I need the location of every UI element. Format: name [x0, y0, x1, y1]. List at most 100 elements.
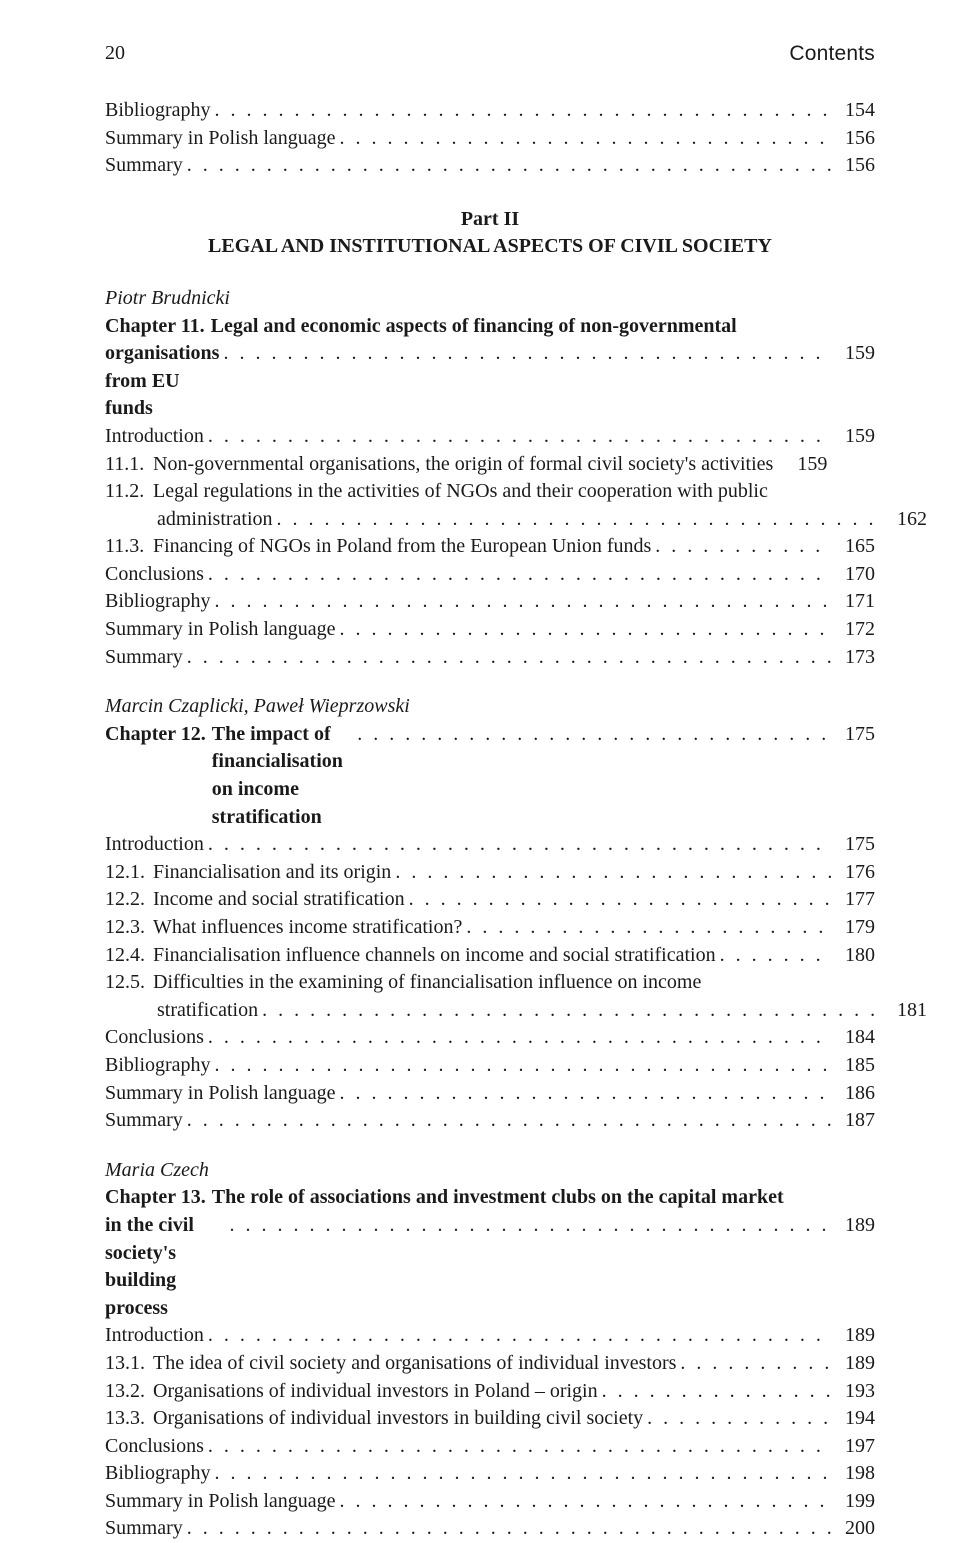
toc-entry: Bibliography 171: [105, 588, 875, 616]
toc-page: 198: [831, 1460, 875, 1488]
toc-entry: Bibliography 154: [105, 97, 875, 125]
leader-dots: [336, 1488, 831, 1516]
toc-subnum: 12.2.: [105, 886, 153, 914]
toc-page: 180: [831, 942, 875, 970]
leader-dots: [651, 533, 831, 561]
toc-page: 170: [831, 561, 875, 589]
leader-dots: [405, 886, 831, 914]
toc-page: 185: [831, 1052, 875, 1080]
toc-entry: Conclusions 197: [105, 1433, 875, 1461]
chapter-number: Chapter 12.: [105, 721, 206, 749]
toc-page: 197: [831, 1433, 875, 1461]
toc-page: 189: [831, 1350, 875, 1378]
toc-page: 181: [883, 997, 927, 1025]
toc-subnum: 12.5.: [105, 969, 153, 997]
leader-dots: [676, 1350, 831, 1378]
leader-dots: [258, 997, 883, 1025]
toc-label: Summary in Polish language: [105, 1488, 336, 1516]
toc-label: Summary: [105, 1107, 183, 1135]
toc-sub-entry: 13.2. Organisations of individual invest…: [105, 1378, 875, 1406]
chapter-title-line2-row: in the civil society's building process …: [105, 1212, 875, 1322]
toc-page: 176: [831, 859, 875, 887]
toc-label: Conclusions: [105, 1024, 204, 1052]
toc-sub-entry: 12.1. Financialisation and its origin 17…: [105, 859, 875, 887]
toc-label: Summary: [105, 152, 183, 180]
toc-page: 189: [831, 1322, 875, 1350]
leader-dots: [211, 97, 831, 125]
leader-dots: [183, 152, 831, 180]
leader-dots: [643, 1405, 831, 1433]
leader-dots: [204, 1024, 831, 1052]
toc-page: 162: [883, 506, 927, 534]
toc-page: 171: [831, 588, 875, 616]
toc-label: Introduction: [105, 831, 204, 859]
toc-subnum: 13.3.: [105, 1405, 153, 1433]
leader-dots: [353, 721, 831, 749]
toc-subnum: 11.1.: [105, 451, 153, 479]
toc-page: 156: [831, 125, 875, 153]
leader-dots: [211, 588, 831, 616]
toc-subtext: Income and social stratification: [153, 886, 405, 914]
toc-subnum: 12.4.: [105, 942, 153, 970]
toc-page: 189: [831, 1212, 875, 1240]
toc-page: 179: [831, 914, 875, 942]
leader-dots: [716, 942, 831, 970]
toc-entry: Summary in Polish language 199: [105, 1488, 875, 1516]
toc-subtext-line1: Legal regulations in the activities of N…: [153, 478, 768, 506]
leader-dots: [183, 644, 831, 672]
toc-page: 172: [831, 616, 875, 644]
toc-label: Summary: [105, 1515, 183, 1543]
toc-page: 154: [831, 97, 875, 125]
toc-page: 175: [831, 721, 875, 749]
chapter-heading: Chapter 13. The role of associations and…: [105, 1184, 875, 1212]
toc-label: Bibliography: [105, 97, 211, 125]
toc-page: 194: [831, 1405, 875, 1433]
toc-label: Bibliography: [105, 1460, 211, 1488]
leader-dots: [211, 1052, 831, 1080]
toc-sub-entry: 11.2. Legal regulations in the activitie…: [105, 478, 875, 506]
page-number: 20: [105, 40, 125, 69]
leader-dots: [336, 125, 831, 153]
toc-page: 199: [831, 1488, 875, 1516]
toc-page: 159: [783, 451, 827, 479]
toc-page: 177: [831, 886, 875, 914]
toc-subtext: What influences income stratification?: [153, 914, 462, 942]
toc-subtext-line1: Difficulties in the examining of financi…: [153, 969, 701, 997]
leader-dots: [336, 1080, 831, 1108]
toc-label: Summary in Polish language: [105, 616, 336, 644]
toc-label: Introduction: [105, 423, 204, 451]
toc-page: 187: [831, 1107, 875, 1135]
toc-entry: Bibliography 198: [105, 1460, 875, 1488]
toc-sub-entry: 11.3. Financing of NGOs in Poland from t…: [105, 533, 875, 561]
toc-subnum: 13.2.: [105, 1378, 153, 1406]
page: 20 Contents Bibliography 154 Summary in …: [0, 0, 960, 1532]
chapter-block: Maria Czech Chapter 13. The role of asso…: [105, 1157, 875, 1543]
toc-label: Summary: [105, 644, 183, 672]
part-title: LEGAL AND INSTITUTIONAL ASPECTS OF CIVIL…: [105, 233, 875, 261]
toc-subtext-line2: administration: [157, 506, 273, 534]
toc-page: 200: [831, 1515, 875, 1543]
leader-dots: [219, 340, 831, 368]
chapter-author: Marcin Czaplicki, Paweł Wieprzowski: [105, 693, 875, 721]
leader-dots: [273, 506, 883, 534]
toc-subtext: Financialisation influence channels on i…: [153, 942, 716, 970]
chapter-block: Marcin Czaplicki, Paweł Wieprzowski Chap…: [105, 693, 875, 1135]
toc-entry: Summary in Polish language 156: [105, 125, 875, 153]
toc-sub-entry: 12.3. What influences income stratificat…: [105, 914, 875, 942]
toc-sub-entry: 13.1. The idea of civil society and orga…: [105, 1350, 875, 1378]
toc-subtext-line2: stratification: [157, 997, 258, 1025]
toc-page: 175: [831, 831, 875, 859]
chapter-title-line2-row: organisations from EU funds 159: [105, 340, 875, 423]
toc-entry: Bibliography 185: [105, 1052, 875, 1080]
toc-page: 173: [831, 644, 875, 672]
toc-subtext: Organisations of individual investors in…: [153, 1405, 643, 1433]
toc-entry: Introduction 159: [105, 423, 875, 451]
leader-dots: [204, 1433, 831, 1461]
leader-dots: [225, 1212, 831, 1240]
toc-subnum: 12.3.: [105, 914, 153, 942]
leader-dots: [211, 1460, 831, 1488]
toc-entry: Conclusions 184: [105, 1024, 875, 1052]
toc-entry: Summary in Polish language 172: [105, 616, 875, 644]
toc-subtext: The idea of civil society and organisati…: [153, 1350, 676, 1378]
chapter-author: Maria Czech: [105, 1157, 875, 1185]
